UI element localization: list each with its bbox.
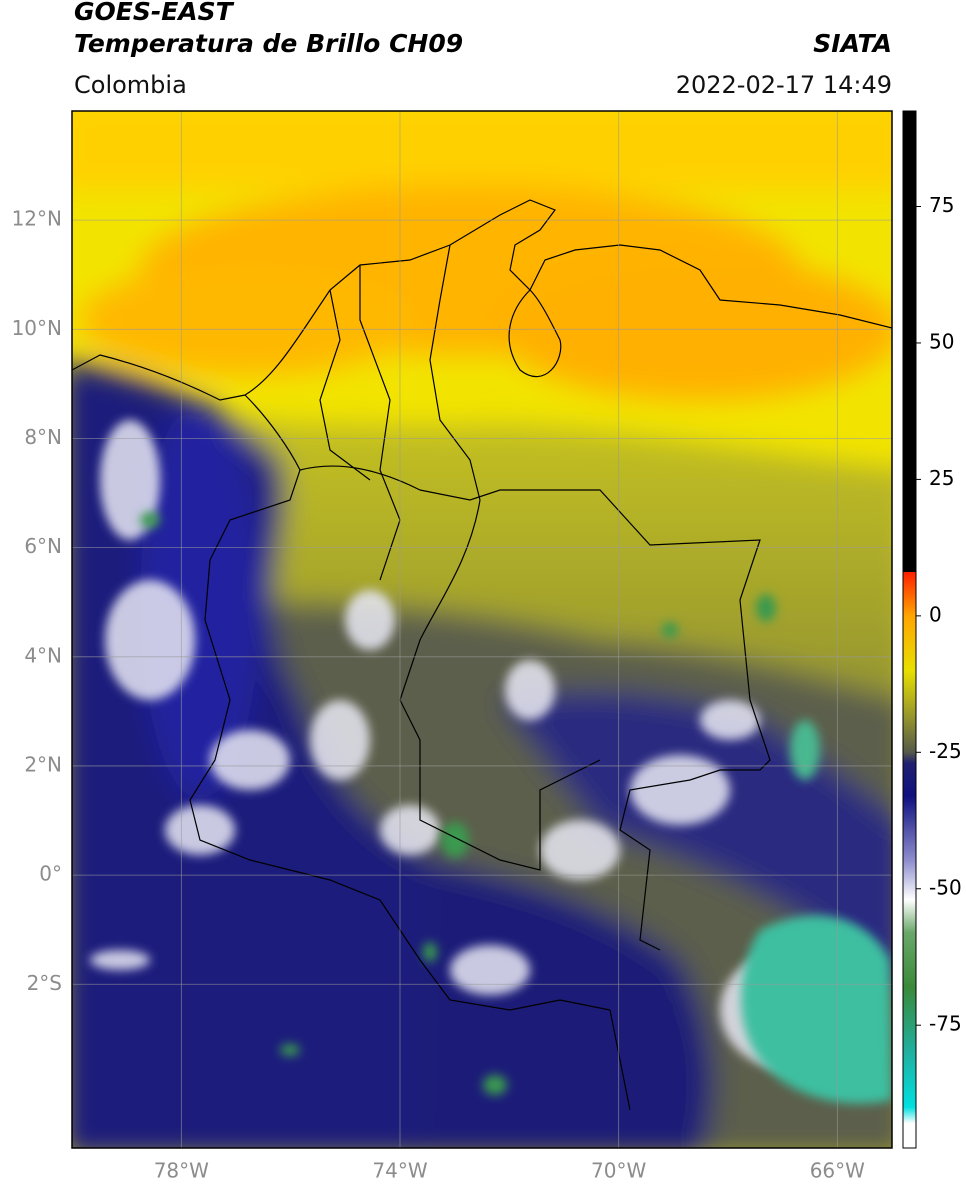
x-tick-label: 78°W — [154, 1159, 209, 1183]
colorbar-segment — [903, 899, 916, 933]
colorbar-segment — [903, 572, 916, 616]
y-tick-label: 2°N — [24, 752, 62, 776]
colorbar-tick-label: -25 — [929, 739, 962, 763]
satellite-image — [72, 111, 892, 1148]
colorbar-segment — [903, 1052, 916, 1108]
colorbar-segment — [903, 763, 916, 796]
colorbar-tick-label: -50 — [929, 875, 962, 899]
colorbar-segment — [903, 615, 916, 671]
colorbar-segment — [903, 670, 916, 715]
colorbar-tick-label: 25 — [929, 466, 954, 490]
colorbar: 75 50 25 0 -25 -50 -75 — [902, 110, 962, 1149]
y-tick-label: 4°N — [24, 643, 62, 667]
datetime: 2022-02-17 14:49 — [676, 71, 892, 99]
source: SIATA — [813, 29, 892, 58]
colorbar-segment — [903, 795, 916, 862]
graticule — [72, 111, 892, 1148]
region: Colombia — [74, 71, 187, 99]
colorbar-segment — [903, 1123, 916, 1148]
colorbar-frame — [902, 110, 917, 1149]
title-line1: GOES-EAST — [74, 0, 235, 26]
colorbar-tick-label: 75 — [929, 193, 954, 217]
colorbar-segment — [903, 861, 916, 900]
y-tick-label: 6°N — [24, 534, 62, 558]
borders — [72, 199, 892, 1111]
map-frame — [71, 110, 893, 1149]
colorbar-tick-label: 50 — [929, 329, 954, 353]
colorbar-tick-label: 0 — [929, 602, 942, 626]
colorbar-segment — [903, 714, 916, 753]
x-tick-label: 74°W — [372, 1159, 427, 1183]
y-tick-label: 8°N — [24, 425, 62, 449]
y-tick-label: 2°S — [27, 971, 62, 995]
y-tick-label: 0° — [39, 862, 62, 886]
colorbar-segment — [903, 111, 916, 573]
colorbar-segment — [903, 1107, 916, 1124]
x-tick-label: 70°W — [591, 1159, 646, 1183]
x-tick-label: 66°W — [810, 1159, 865, 1183]
colorbar-tick-label: -75 — [929, 1012, 962, 1036]
colorbar-segment — [903, 752, 916, 764]
y-tick-label: 12°N — [12, 207, 62, 231]
y-tick-label: 10°N — [12, 316, 62, 340]
title-line2: Temperatura de Brillo CH09 — [74, 29, 463, 58]
colorbar-segment — [903, 932, 916, 987]
colorbar-segment — [903, 986, 916, 1053]
